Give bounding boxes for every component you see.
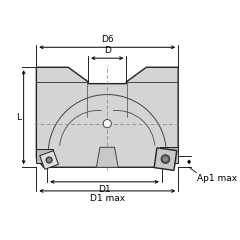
Circle shape <box>161 155 170 163</box>
Polygon shape <box>40 151 58 169</box>
Text: D: D <box>104 47 111 55</box>
Text: L: L <box>16 113 21 122</box>
Text: D1 max: D1 max <box>90 194 125 203</box>
Polygon shape <box>160 147 178 163</box>
Circle shape <box>47 158 51 162</box>
Text: D6: D6 <box>101 35 114 44</box>
Polygon shape <box>96 147 118 167</box>
Polygon shape <box>36 149 53 163</box>
Circle shape <box>163 156 168 162</box>
Text: D1: D1 <box>98 185 111 193</box>
Polygon shape <box>154 148 177 170</box>
Circle shape <box>103 120 111 128</box>
Text: Ap1 max: Ap1 max <box>197 174 237 183</box>
Polygon shape <box>36 67 178 167</box>
Circle shape <box>46 157 52 163</box>
